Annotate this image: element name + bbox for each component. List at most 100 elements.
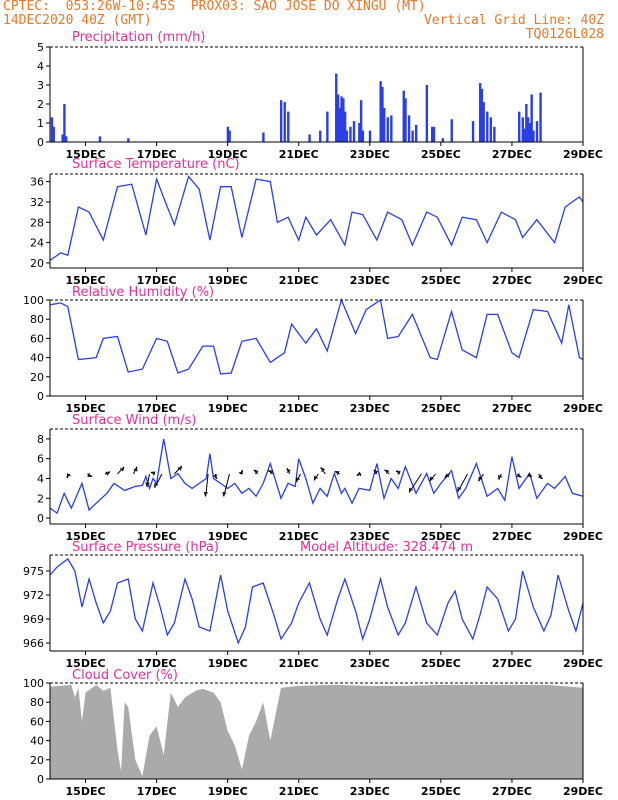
precip-bar [226,126,230,142]
wind-vector-arrowhead [253,469,259,475]
precip-bar [338,107,341,142]
rh-x-tick-label: 27DEC [492,402,532,415]
cloud-x-tick-label: 19DEC [208,785,248,798]
precip-bar [349,126,352,142]
precip-bar [287,111,290,142]
temp-y-tick-label: 32 [30,196,44,209]
precip-bar [530,94,533,142]
precip-bar [441,138,445,142]
precip-bar [432,126,436,142]
cloud-x-tick-label: 27DEC [492,785,532,798]
precip-bar [539,92,542,142]
wind-vector-arrowhead [268,470,274,475]
wind-vector-arrowhead [395,470,401,475]
precip-bar [368,130,372,142]
rh-x-tick-label: 25DEC [421,402,461,415]
precip-bar [526,117,530,142]
wind-vector-arrowhead [286,467,291,473]
cloud-y-tick-label: 100 [23,677,44,690]
wind-x-tick-label: 19DEC [208,530,248,543]
wind-y-tick-label: 8 [37,433,44,446]
wind-y-tick-label: 4 [37,472,44,485]
rh-series-line [49,298,584,375]
wind-vector-arrowhead [313,475,318,481]
precip-bar [478,83,482,142]
cloud-y-tick-label: 0 [37,773,44,786]
precip-bar [345,130,349,142]
wind-vector-arrowhead [145,482,150,487]
wind-vector-arrowhead [213,474,218,480]
precip-bar [61,134,64,142]
precip-bar [486,111,489,142]
wind-vector-arrowhead [444,473,450,479]
rh-y-tick-label: 60 [30,332,44,345]
rh-x-tick-label: 17DEC [137,402,177,415]
cloud-y-tick-label: 60 [30,715,44,728]
precip-x-tick-label: 23DEC [350,148,390,161]
precip-bar [528,123,532,142]
wind-vector-arrow [429,473,436,482]
cloud-x-tick-label: 29DEC [563,785,603,798]
wind-vector-arrow [146,473,150,487]
wind-vector-arrowhead [384,469,390,474]
cloud-y-tick-label: 40 [30,735,44,748]
wind-vector-arrowhead [177,465,183,471]
cloud-title: Cloud Cover (%) [72,668,178,683]
cloud-y-tick-label: 20 [30,754,44,767]
precip-bar [404,98,407,142]
pressure-x-tick-label: 19DEC [208,657,248,670]
precip-x-tick-label: 27DEC [492,148,532,161]
precip-bar [414,124,418,142]
wind-vector-arrowhead [296,477,300,483]
precip-bar [390,115,393,142]
wind-vector-arrowhead [408,487,413,493]
pressure-y-tick-label: 972 [23,589,44,602]
precip-bar [63,104,66,142]
wind-vector-arrow [478,473,484,482]
wind-x-tick-label: 23DEC [350,530,390,543]
pressure-x-tick-label: 15DEC [66,657,106,670]
precip-bar [52,126,55,142]
precip-title: Precipitation (mm/h) [72,30,205,45]
precip-bar [127,138,130,142]
wind-y-tick-label: 0 [37,512,44,525]
wind-vector-arrowhead [498,474,503,480]
wind-vector-arrow [173,465,182,475]
wind-vector-arrowhead [154,482,159,488]
precip-bar [342,98,345,142]
precip-bar [493,126,496,142]
precip-bar [407,115,411,142]
rh-x-tick-label: 19DEC [208,402,248,415]
precip-bar [471,121,475,142]
precip-bar [359,100,363,142]
wind-vector-arrowhead [87,472,93,477]
wind-vector-arrowhead [222,491,227,497]
precip-bar [319,130,322,142]
wind-vector-arrowhead [66,473,71,479]
temp-x-tick-label: 25DEC [421,274,461,287]
wind-vector-arrow [117,466,125,475]
rh-x-tick-label: 15DEC [66,402,106,415]
precip-x-tick-label: 15DEC [66,148,106,161]
rh-y-tick-label: 80 [30,313,44,326]
precip-bar [379,81,382,142]
precip-bar [386,117,389,142]
rh-y-tick-label: 40 [30,352,44,365]
pressure-y-tick-label: 966 [23,637,44,650]
pressure-x-tick-label: 17DEC [137,657,177,670]
header-model-id: TQ0126L028 [525,27,604,42]
wind-vector-arrowhead [478,476,483,482]
precip-y-tick-label: 2 [37,98,44,111]
pressure-title: Surface Pressure (hPa) [72,540,219,555]
wind-vector-arrowhead [105,471,111,476]
precip-bar [523,128,526,142]
wind-x-tick-label: 21DEC [279,530,319,543]
precip-y-tick-label: 4 [37,60,44,73]
wind-x-tick-label: 27DEC [492,530,532,543]
precip-bar [430,126,434,142]
precip-bar [326,111,329,142]
wind-vector-arrowhead [373,469,379,475]
precip-bar [336,94,340,142]
temp-x-tick-label: 15DEC [66,274,106,287]
wind-vector-arrow [296,473,301,483]
